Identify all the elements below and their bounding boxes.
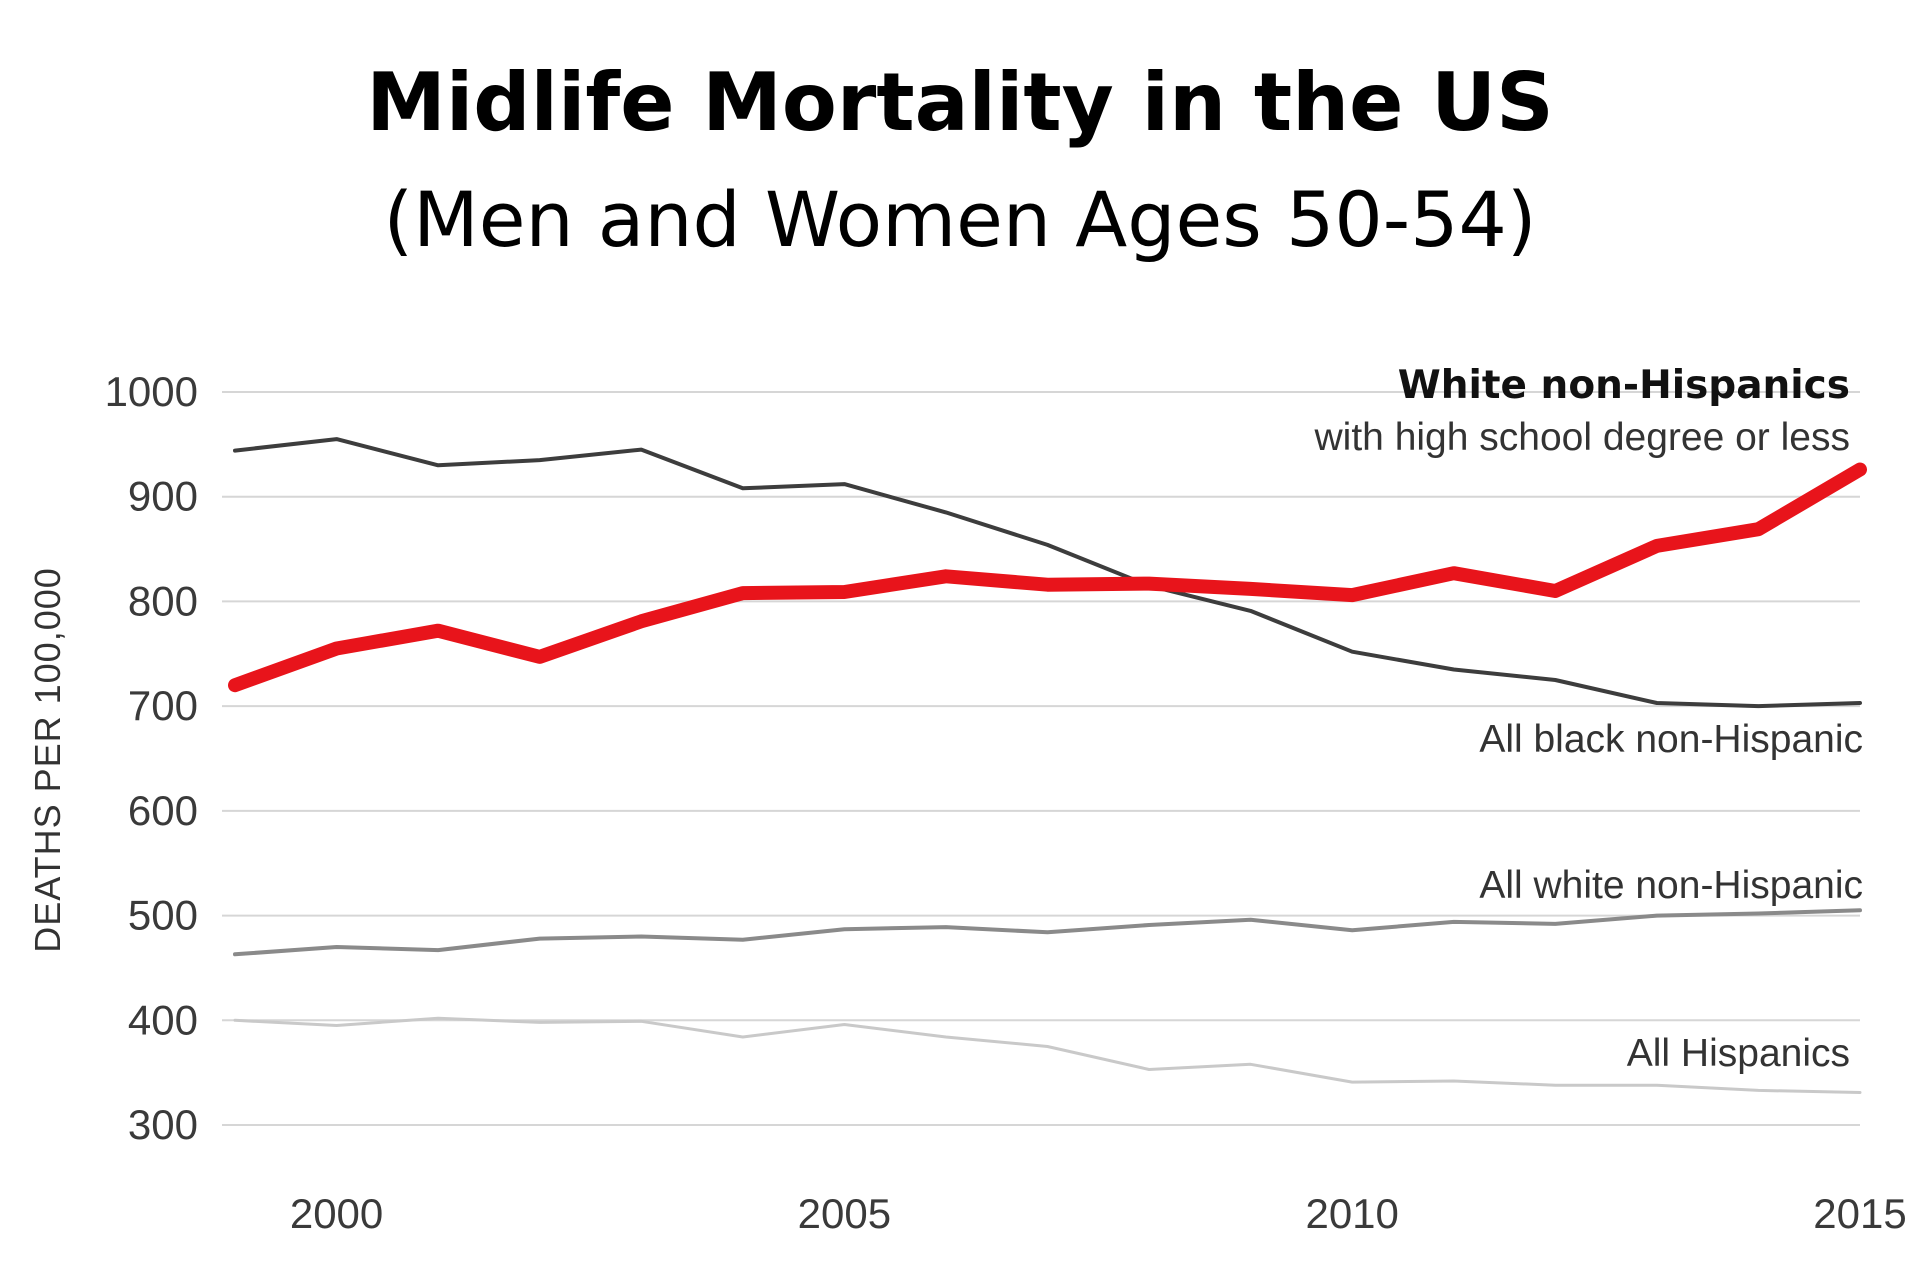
series-label-white-hs-sub: with high school degree or less <box>1314 416 1850 459</box>
series-label-white: All white non-Hispanic <box>1479 864 1863 907</box>
y-tick-label: 300 <box>128 1101 198 1148</box>
chart-subtitle: (Men and Women Ages 50-54) <box>383 175 1537 264</box>
y-tick-label: 500 <box>128 892 198 939</box>
series-line-white <box>233 908 1862 957</box>
series-label-black: All black non-Hispanic <box>1479 718 1863 761</box>
y-tick-label: 900 <box>128 473 198 520</box>
chart-title: Midlife Mortality in the US <box>366 56 1554 149</box>
series-label-white-hs: White non-Hispanics <box>1398 363 1850 408</box>
series-labels: White non-Hispanics with high school degr… <box>1314 363 1863 1075</box>
series-line-hispanic <box>233 1016 1862 1094</box>
series-line-black <box>233 437 1862 709</box>
y-axis-title: DEATHS PER 100,000 <box>27 567 68 953</box>
y-tick-label: 700 <box>128 682 198 729</box>
y-tick-label: 400 <box>128 996 198 1043</box>
x-tick-label: 2010 <box>1305 1190 1398 1237</box>
gridlines <box>222 391 1860 1126</box>
series-label-hispanic: All Hispanics <box>1627 1032 1850 1075</box>
y-tick-label: 600 <box>128 787 198 834</box>
series-line-white-hs <box>228 462 1867 693</box>
y-tick-label: 800 <box>128 577 198 624</box>
x-axis-ticks: 2000 2005 2010 2015 <box>290 1190 1907 1237</box>
series-lines <box>228 437 1867 1094</box>
y-tick-label: 1000 <box>105 368 198 415</box>
x-tick-label: 2000 <box>290 1190 383 1237</box>
x-tick-label: 2015 <box>1813 1190 1906 1237</box>
y-axis-ticks: 1000 900 800 700 600 500 400 300 <box>105 368 198 1148</box>
x-tick-label: 2005 <box>798 1190 891 1237</box>
